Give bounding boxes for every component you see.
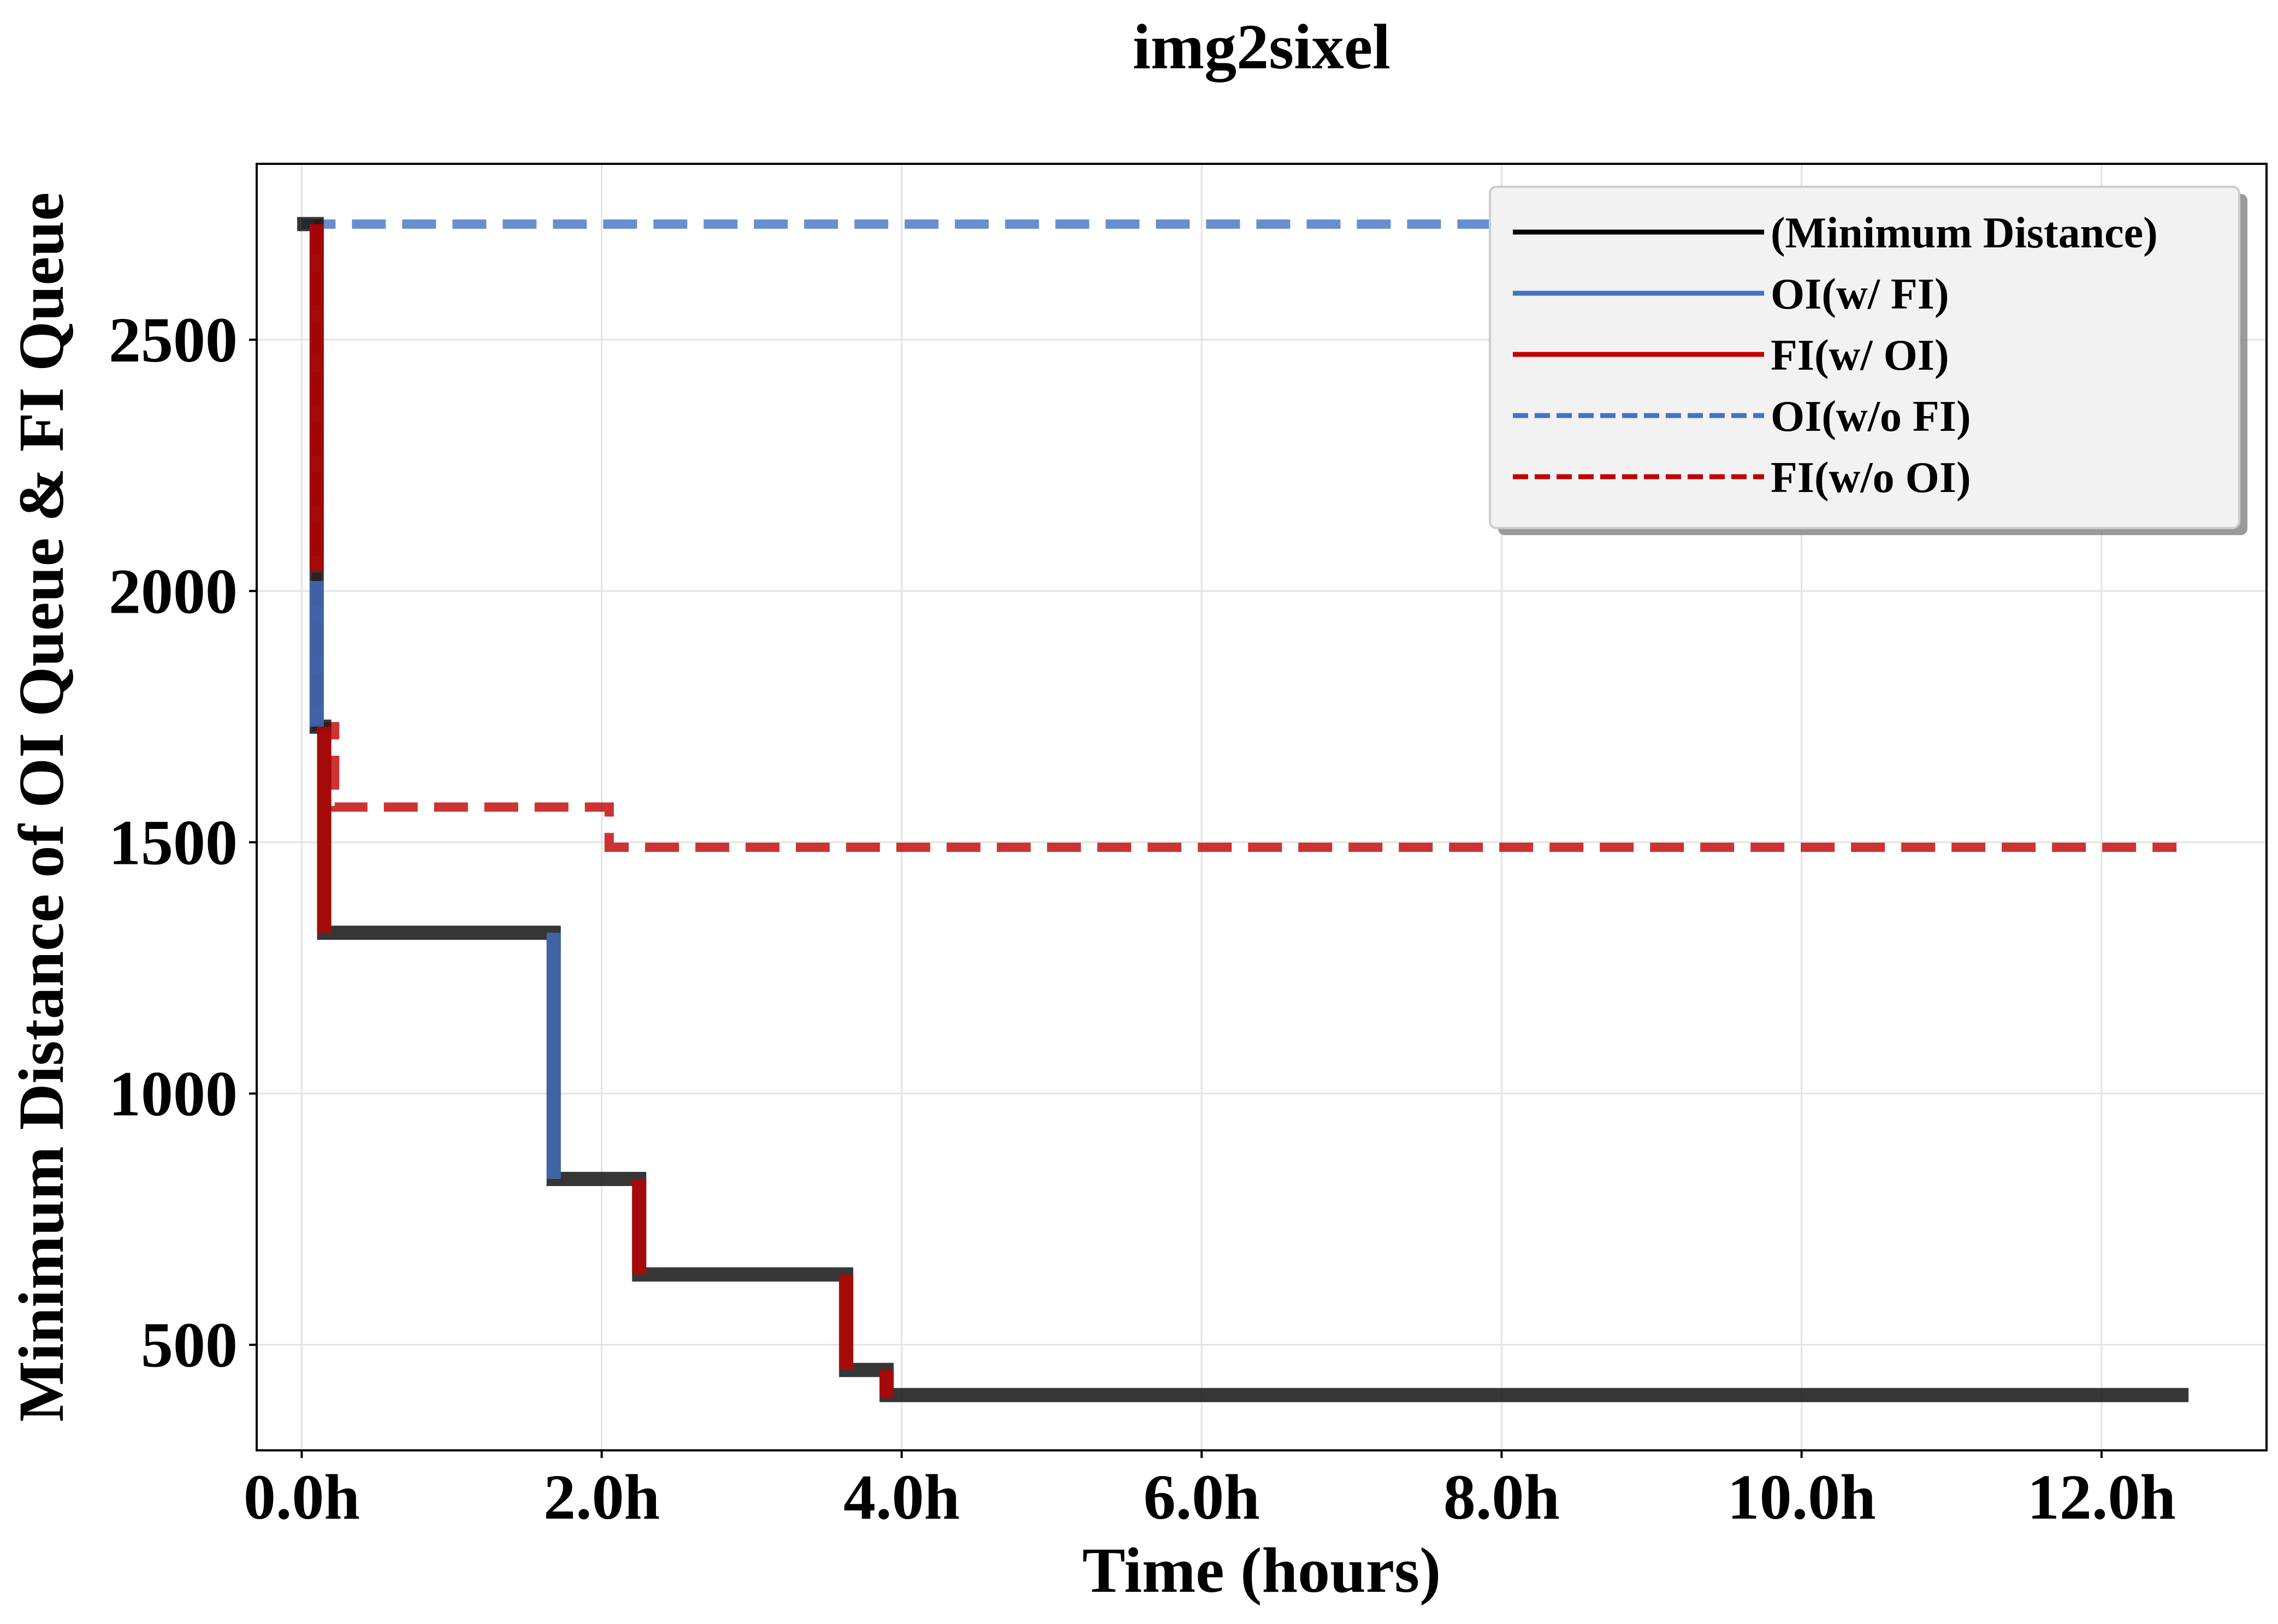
legend: (Minimum Distance) OI(w/ FI) FI(w/ OI) OI(w… — [1489, 186, 2247, 535]
x-tick-label: 0.0h — [244, 1461, 360, 1533]
x-tick-label: 6.0h — [1144, 1461, 1260, 1533]
series-line-fi-w-o-oi — [312, 219, 2177, 852]
series-lines — [297, 217, 2189, 1402]
y-axis-label: Minimum Distance of OI Queue & FI Queue — [5, 192, 77, 1422]
plot-frame — [256, 163, 2268, 1451]
legend-items: (Minimum Distance) OI(w/ FI) FI(w/ OI) OI(w… — [1513, 209, 2158, 502]
x-axis-label: Time (hours) — [1082, 1534, 1441, 1606]
legend-label: OI(w/o FI) — [1771, 393, 1971, 441]
y-tick-label: 2000 — [109, 555, 238, 627]
x-tick-label: 12.0h — [2027, 1461, 2176, 1533]
x-tick-label: 4.0h — [843, 1461, 960, 1533]
x-tick-label: 10.0h — [1727, 1461, 1876, 1533]
legend-label: OI(w/ FI) — [1771, 270, 1949, 318]
x-tick-label: 8.0h — [1443, 1461, 1560, 1533]
legend-label: FI(w/ OI) — [1771, 331, 1949, 380]
y-tick-label: 2500 — [109, 304, 238, 376]
x-tick-label: 2.0h — [543, 1461, 660, 1533]
y-tick-label: 1000 — [109, 1058, 238, 1130]
legend-label: FI(w/o OI) — [1771, 454, 1971, 502]
y-tick-label: 500 — [141, 1309, 238, 1381]
legend-box — [1489, 186, 2240, 529]
legend-label: (Minimum Distance) — [1771, 209, 2158, 257]
y-tick-label: 1500 — [109, 807, 238, 878]
axis-ticks: 0.0h 2.0h 4.0h 6.0h 8.0h 10.0h 12.0h 500 1000 150… — [109, 304, 2176, 1533]
chart-title: img2sixel — [1133, 11, 1391, 82]
